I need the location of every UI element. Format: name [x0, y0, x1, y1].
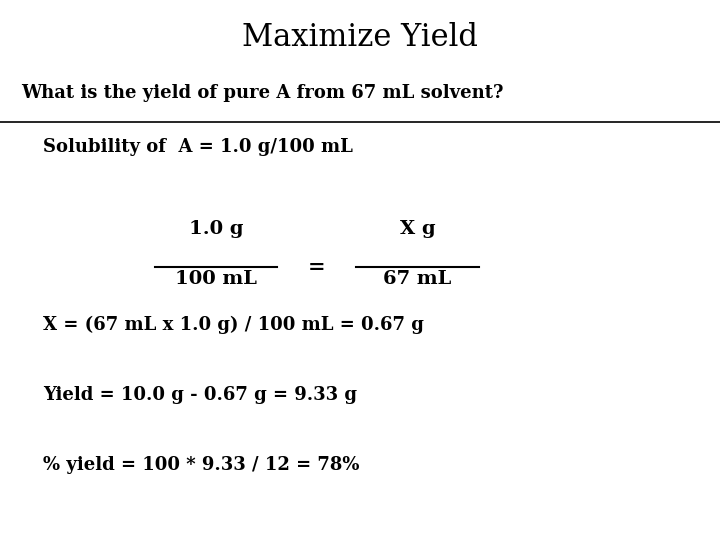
Text: 67 mL: 67 mL: [384, 270, 451, 288]
Text: =: =: [308, 257, 325, 278]
Text: 100 mL: 100 mL: [175, 270, 257, 288]
Text: Solubility of  A = 1.0 g/100 mL: Solubility of A = 1.0 g/100 mL: [43, 138, 353, 156]
Text: What is the yield of pure A from 67 mL solvent?: What is the yield of pure A from 67 mL s…: [22, 84, 504, 102]
Text: Maximize Yield: Maximize Yield: [242, 22, 478, 52]
Text: X g: X g: [400, 220, 436, 238]
Text: 1.0 g: 1.0 g: [189, 220, 243, 238]
Text: Yield = 10.0 g - 0.67 g = 9.33 g: Yield = 10.0 g - 0.67 g = 9.33 g: [43, 386, 357, 404]
Text: % yield = 100 * 9.33 / 12 = 78%: % yield = 100 * 9.33 / 12 = 78%: [43, 456, 360, 474]
Text: X = (67 mL x 1.0 g) / 100 mL = 0.67 g: X = (67 mL x 1.0 g) / 100 mL = 0.67 g: [43, 316, 424, 334]
